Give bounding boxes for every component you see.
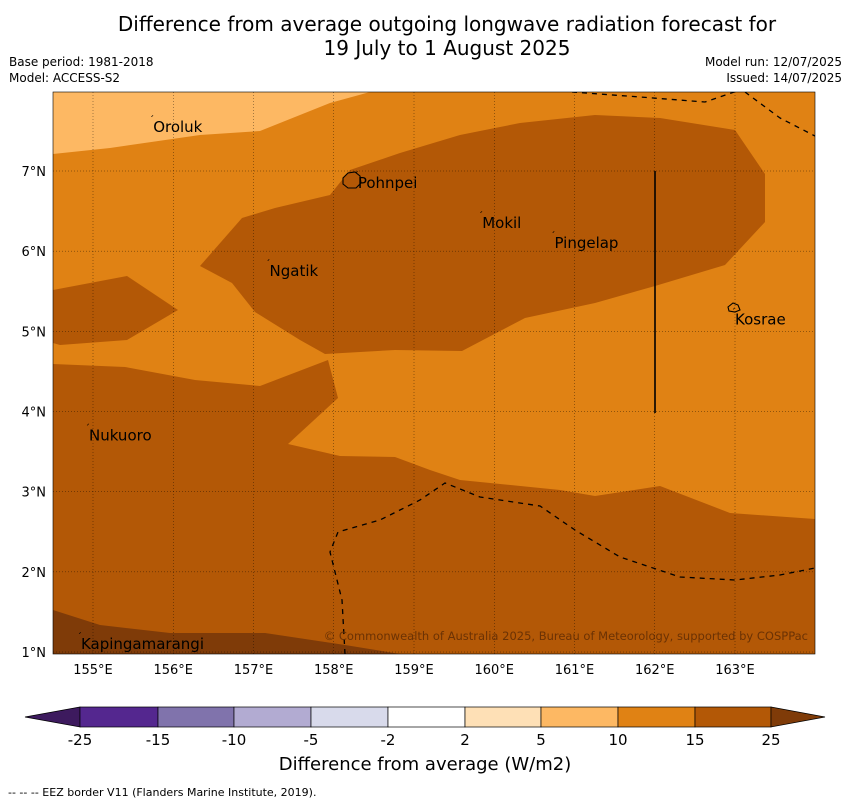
lon-tick-label: 160°E bbox=[474, 663, 514, 678]
colorbar-label: Difference from average (W/m2) bbox=[278, 754, 572, 775]
copyright-notice: © Commonwealth of Australia 2025, Bureau… bbox=[324, 629, 808, 643]
gridlines bbox=[53, 92, 815, 654]
lat-tick-label: 4°N bbox=[22, 406, 47, 421]
colorbar-tick-label: -5 bbox=[304, 731, 319, 749]
lon-tick-label: 157°E bbox=[234, 663, 274, 678]
lon-tick-label: 156°E bbox=[153, 663, 193, 678]
lon-tick-label: 161°E bbox=[555, 663, 595, 678]
place-label-oroluk: Oroluk bbox=[153, 118, 202, 136]
field-15-25-south bbox=[53, 360, 815, 654]
model-name: Model: ACCESS-S2 bbox=[9, 71, 121, 85]
meta-right: Model run: 12/07/2025 Issued: 14/07/2025 bbox=[705, 54, 842, 86]
kosrae-island bbox=[727, 302, 741, 313]
colorbar-segment bbox=[694, 706, 772, 728]
lon-tick-label: 162°E bbox=[635, 663, 675, 678]
colorbar-segment bbox=[617, 706, 696, 728]
chart-title: Difference from average outgoing longwav… bbox=[0, 12, 850, 60]
colorbar: -25 -15 -10 -5 -2 2 5 10 15 25 bbox=[24, 706, 826, 749]
eez-border-north bbox=[571, 92, 737, 103]
place-marker: ´ bbox=[354, 170, 359, 182]
lat-tick-label: 7°N bbox=[22, 165, 47, 180]
field-5-10-top-left bbox=[53, 92, 370, 154]
issued-date: Issued: 14/07/2025 bbox=[726, 71, 842, 85]
island-outlines bbox=[342, 171, 741, 313]
place-label-kosrae: Kosrae bbox=[735, 310, 786, 328]
title-line-1: Difference from average outgoing longwav… bbox=[117, 12, 777, 36]
place-marker: ´ bbox=[478, 210, 483, 222]
title-line-2: 19 July to 1 August 2025 bbox=[323, 36, 571, 60]
plot-frame bbox=[52, 91, 816, 655]
colorbar-segment bbox=[233, 706, 312, 728]
eez-border-northeast bbox=[744, 92, 815, 137]
colorbar-tick-label: 25 bbox=[761, 731, 780, 749]
place-marker: ´ bbox=[731, 306, 736, 318]
colorbar-tick-label: 10 bbox=[608, 731, 627, 749]
model-run: Model run: 12/07/2025 bbox=[704, 55, 842, 69]
field-25-plus-corner bbox=[53, 610, 400, 654]
colorbar-segment bbox=[157, 706, 235, 728]
place-marker: ´ bbox=[77, 631, 82, 643]
lon-tick-label: 158°E bbox=[314, 663, 354, 678]
pohnpei-island bbox=[342, 171, 362, 189]
field-15-25-central bbox=[200, 115, 765, 354]
place-label-nukuoro: Nukuoro bbox=[89, 427, 152, 445]
place-label-pohnpei: Pohnpei bbox=[358, 174, 418, 192]
lat-tick-label: 3°N bbox=[22, 486, 47, 501]
colorbar-segment bbox=[79, 706, 159, 728]
place-labels: ´ Oroluk´ Pohnpei´ Mokil´ Pingelap´ Ngatik´ Ko… bbox=[77, 114, 786, 653]
eez-borders bbox=[329, 92, 815, 654]
colorbar-tick-label: -10 bbox=[222, 731, 247, 749]
place-marker: ´ bbox=[266, 258, 271, 270]
eez-border-south bbox=[329, 482, 815, 654]
place-marker: ´ bbox=[550, 230, 555, 242]
colorbar-high-extend bbox=[770, 706, 826, 728]
field-15-25-west bbox=[53, 276, 178, 345]
lat-tick-label: 1°N bbox=[22, 646, 47, 661]
colorbar-segment bbox=[540, 706, 619, 728]
colorbar-low-extend bbox=[24, 706, 81, 728]
lon-tick-label: 163°E bbox=[715, 663, 755, 678]
colorbar-tick-label: -25 bbox=[68, 731, 93, 749]
place-label-pingelap: Pingelap bbox=[554, 234, 618, 252]
place-label-kapingamarangi: Kapingamarangi bbox=[81, 635, 204, 653]
meta-left: Base period: 1981-2018 Model: ACCESS-S2 bbox=[9, 54, 154, 86]
lat-tick-label: 2°N bbox=[22, 566, 47, 581]
lat-tick-label: 5°N bbox=[22, 325, 47, 340]
colorbar-tick-label: -2 bbox=[381, 731, 396, 749]
base-period: Base period: 1981-2018 bbox=[9, 55, 154, 69]
lon-tick-label: 159°E bbox=[394, 663, 434, 678]
colorbar-tick-label: 2 bbox=[460, 731, 470, 749]
lon-tick-label: 155°E bbox=[73, 663, 113, 678]
lat-tick-label: 6°N bbox=[22, 245, 47, 260]
place-marker: ´ bbox=[85, 423, 90, 435]
longitude-tick-labels: 155°E 156°E 157°E 158°E 159°E 160°E 161°E 162°E… bbox=[73, 663, 755, 678]
footnote: -- -- -- EEZ border V11 (Flanders Marine… bbox=[8, 786, 317, 799]
latitude-tick-labels: 7°N 6°N 5°N 4°N 3°N 2°N 1°N bbox=[22, 165, 47, 661]
colorbar-segment bbox=[310, 706, 389, 728]
place-marker: ´ bbox=[149, 114, 154, 126]
colorbar-segment bbox=[387, 706, 466, 728]
colorbar-tick-label: 15 bbox=[685, 731, 704, 749]
map-plot-area bbox=[53, 92, 815, 654]
place-label-mokil: Mokil bbox=[482, 214, 521, 232]
place-label-ngatik: Ngatik bbox=[270, 262, 319, 280]
colorbar-segment bbox=[464, 706, 542, 728]
colorbar-tick-label: 5 bbox=[536, 731, 546, 749]
colorbar-tick-label: -15 bbox=[146, 731, 171, 749]
